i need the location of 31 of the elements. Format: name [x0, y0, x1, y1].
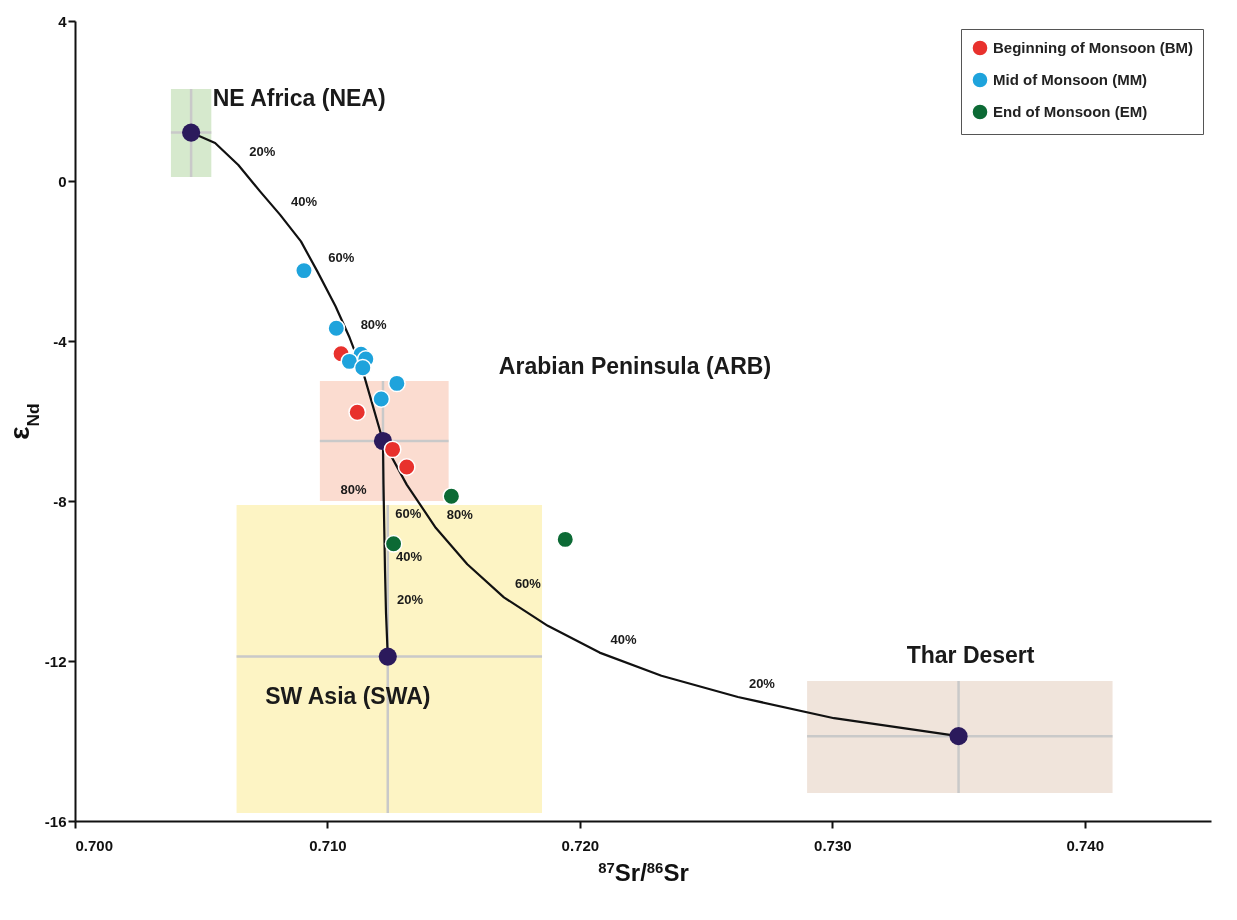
x-tick-label: 0.700: [75, 836, 114, 854]
annotation: 20%: [249, 144, 276, 159]
y-tick-label: -16: [44, 812, 67, 830]
annotation: 60%: [514, 576, 542, 592]
annotation: 60%: [328, 250, 355, 266]
legend-label: End of Monsoon (EM): [993, 103, 1148, 120]
x-tick-label: 0.710: [309, 836, 347, 854]
annotation: 20%: [748, 676, 776, 691]
x-axis-title: $^{87}$Sr/$^{86}$Sr: [598, 858, 689, 886]
annotation: 80%: [446, 506, 474, 522]
legend-label: Mid of Monsoon (MM): [993, 71, 1148, 88]
annotation: 80%: [340, 482, 367, 498]
annotation: Thar Desert: [906, 642, 1035, 669]
legend-label: Beginning of Monsoon (BM): [993, 39, 1193, 56]
x-tick-label: 0.730: [814, 836, 852, 854]
y-tick-label: 4: [58, 12, 68, 30]
x-tick-label: 0.740: [1066, 836, 1105, 854]
y-tick-label: -8: [53, 492, 67, 510]
x-tick-label: 0.720: [561, 836, 600, 854]
y-tick-label: 0: [58, 172, 67, 190]
annotation: 20%: [397, 592, 424, 608]
annotation: 40%: [290, 193, 318, 209]
annotation: 40%: [395, 549, 423, 565]
annotation: 60%: [395, 506, 422, 522]
y-tick-label: -4: [53, 332, 68, 350]
annotation: NE Africa (NEA): [212, 84, 386, 111]
annotation: SW Asia (SWA): [265, 682, 431, 709]
y-tick-label: -12: [44, 652, 67, 670]
annotation: 80%: [360, 316, 388, 332]
annotation: 40%: [610, 631, 638, 647]
annotation: Arabian Peninsula (ARB): [498, 353, 772, 379]
